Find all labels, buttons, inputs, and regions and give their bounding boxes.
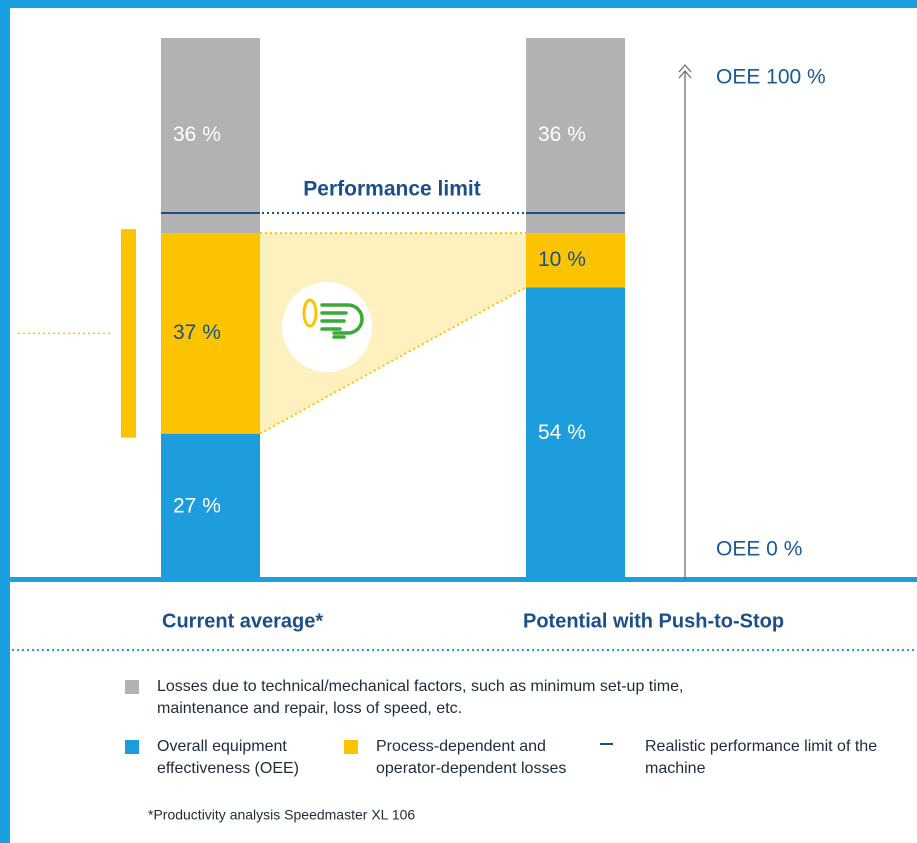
axis-arrow [678,64,692,79]
legend-text: Process-dependent and operator-dependent… [376,738,567,777]
top-border [0,0,917,8]
hand-icon [282,282,372,372]
bar-segment [161,433,260,580]
legend-text: Losses due to technical/mechanical facto… [157,678,684,717]
bar-segment [526,38,625,234]
axis-bottom-label: OEE 0 % [716,538,802,561]
value-label: 37 % [173,321,221,344]
bar-segment [161,38,260,234]
value-label: 36 % [538,123,586,146]
footnote: *Productivity analysis Speedmaster XL 10… [148,807,415,823]
value-label: 54 % [538,421,586,444]
value-label: 36 % [173,123,221,146]
bar-segment [526,233,625,288]
legend-text: Realistic performance limit of the machi… [645,738,878,777]
value-label: 10 % [538,248,586,271]
legend-swatch [125,680,139,694]
bar-segment [526,287,625,580]
baseline [10,577,917,582]
legend-text: Overall equipment effectiveness (OEE) [157,738,299,777]
side-bracket [121,229,136,438]
left-border [0,0,10,843]
icon-button [302,298,318,328]
legend-swatch [344,740,358,754]
icon-hand [320,303,364,339]
value-label: 27 % [173,494,221,517]
legend-swatch [125,740,139,754]
connector-bottom [259,286,527,435]
category-label: Current average* [162,610,323,632]
axis-top-label: OEE 100 % [716,66,826,89]
bar-segment [161,233,260,434]
category-label: Potential with Push-to-Stop [523,610,784,632]
limit-label: Performance limit [303,178,480,201]
